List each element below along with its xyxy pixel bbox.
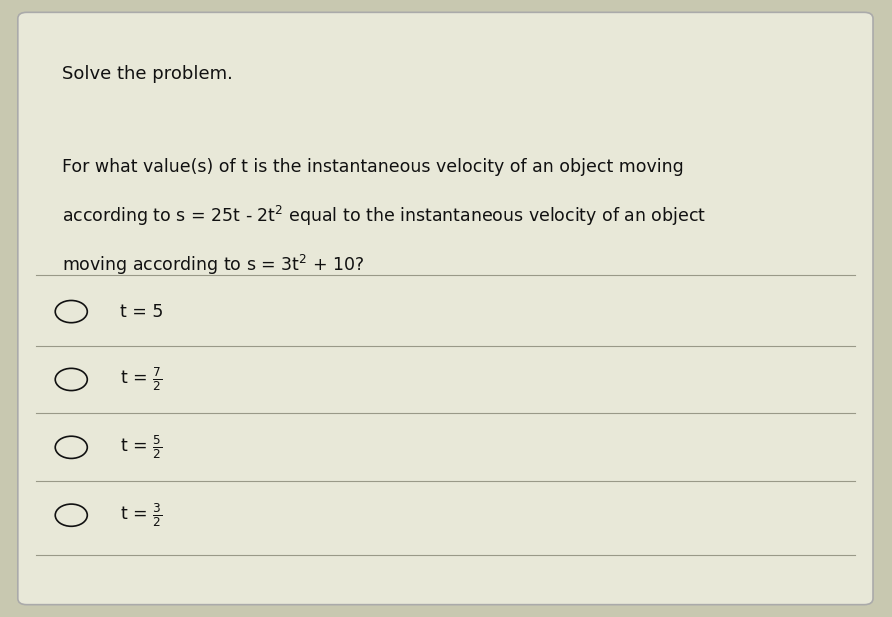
Text: according to s = 25t - 2t$^2$ equal to the instantaneous velocity of an object: according to s = 25t - 2t$^2$ equal to t… — [62, 204, 706, 228]
Text: t = $\frac{7}{2}$: t = $\frac{7}{2}$ — [120, 366, 162, 393]
FancyBboxPatch shape — [18, 12, 873, 605]
Text: For what value(s) of t is the instantaneous velocity of an object moving: For what value(s) of t is the instantane… — [62, 157, 684, 176]
Text: t = 5: t = 5 — [120, 302, 163, 321]
Text: t = $\frac{5}{2}$: t = $\frac{5}{2}$ — [120, 434, 162, 461]
Text: t = $\frac{3}{2}$: t = $\frac{3}{2}$ — [120, 502, 162, 529]
Text: moving according to s = 3t$^2$ + 10?: moving according to s = 3t$^2$ + 10? — [62, 253, 365, 278]
Text: Solve the problem.: Solve the problem. — [62, 65, 233, 83]
